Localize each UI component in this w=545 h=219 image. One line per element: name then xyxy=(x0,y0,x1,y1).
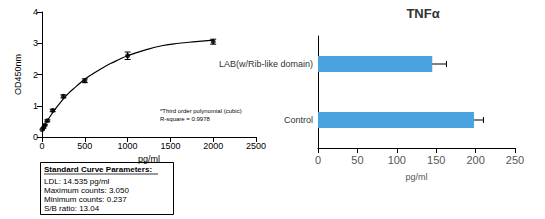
svg-text:2000: 2000 xyxy=(203,141,223,151)
svg-text:2: 2 xyxy=(33,70,38,80)
svg-text:150: 150 xyxy=(427,154,445,166)
svg-text:2500: 2500 xyxy=(246,141,266,151)
svg-text:200: 200 xyxy=(466,154,484,166)
svg-text:1: 1 xyxy=(33,101,38,111)
svg-text:1500: 1500 xyxy=(160,141,180,151)
svg-text:TNFα: TNFα xyxy=(406,6,439,21)
svg-text:500: 500 xyxy=(77,141,92,151)
svg-text:*Third order polynomial (cubic: *Third order polynomial (cubic) xyxy=(160,108,242,114)
svg-text:R-square = 0.9978: R-square = 0.9978 xyxy=(160,116,211,122)
svg-text:50: 50 xyxy=(351,154,363,166)
svg-text:3: 3 xyxy=(33,38,38,48)
svg-text:0: 0 xyxy=(33,132,38,142)
svg-text:250: 250 xyxy=(506,154,524,166)
svg-text:LAB(w/Rib-like domain): LAB(w/Rib-like domain) xyxy=(219,59,313,69)
svg-text:S/B ratio: 13.04: S/B ratio: 13.04 xyxy=(44,204,100,213)
svg-text:Minimum counts: 0.237: Minimum counts: 0.237 xyxy=(44,195,127,204)
svg-text:Control: Control xyxy=(284,115,313,125)
svg-text:Standard Curve Parameters:: Standard Curve Parameters: xyxy=(44,165,152,174)
svg-text:pg/ml: pg/ml xyxy=(138,154,160,164)
svg-text:1000: 1000 xyxy=(118,141,138,151)
svg-text:0: 0 xyxy=(39,141,44,151)
svg-text:OD450nm: OD450nm xyxy=(13,54,23,95)
svg-text:LDL: 14.535 pg/ml: LDL: 14.535 pg/ml xyxy=(44,177,110,186)
svg-text:4: 4 xyxy=(33,7,38,17)
svg-text:pg/ml: pg/ml xyxy=(405,172,427,182)
svg-text:0: 0 xyxy=(315,154,321,166)
svg-text:Maximum counts: 3.050: Maximum counts: 3.050 xyxy=(44,186,129,195)
svg-text:100: 100 xyxy=(388,154,406,166)
